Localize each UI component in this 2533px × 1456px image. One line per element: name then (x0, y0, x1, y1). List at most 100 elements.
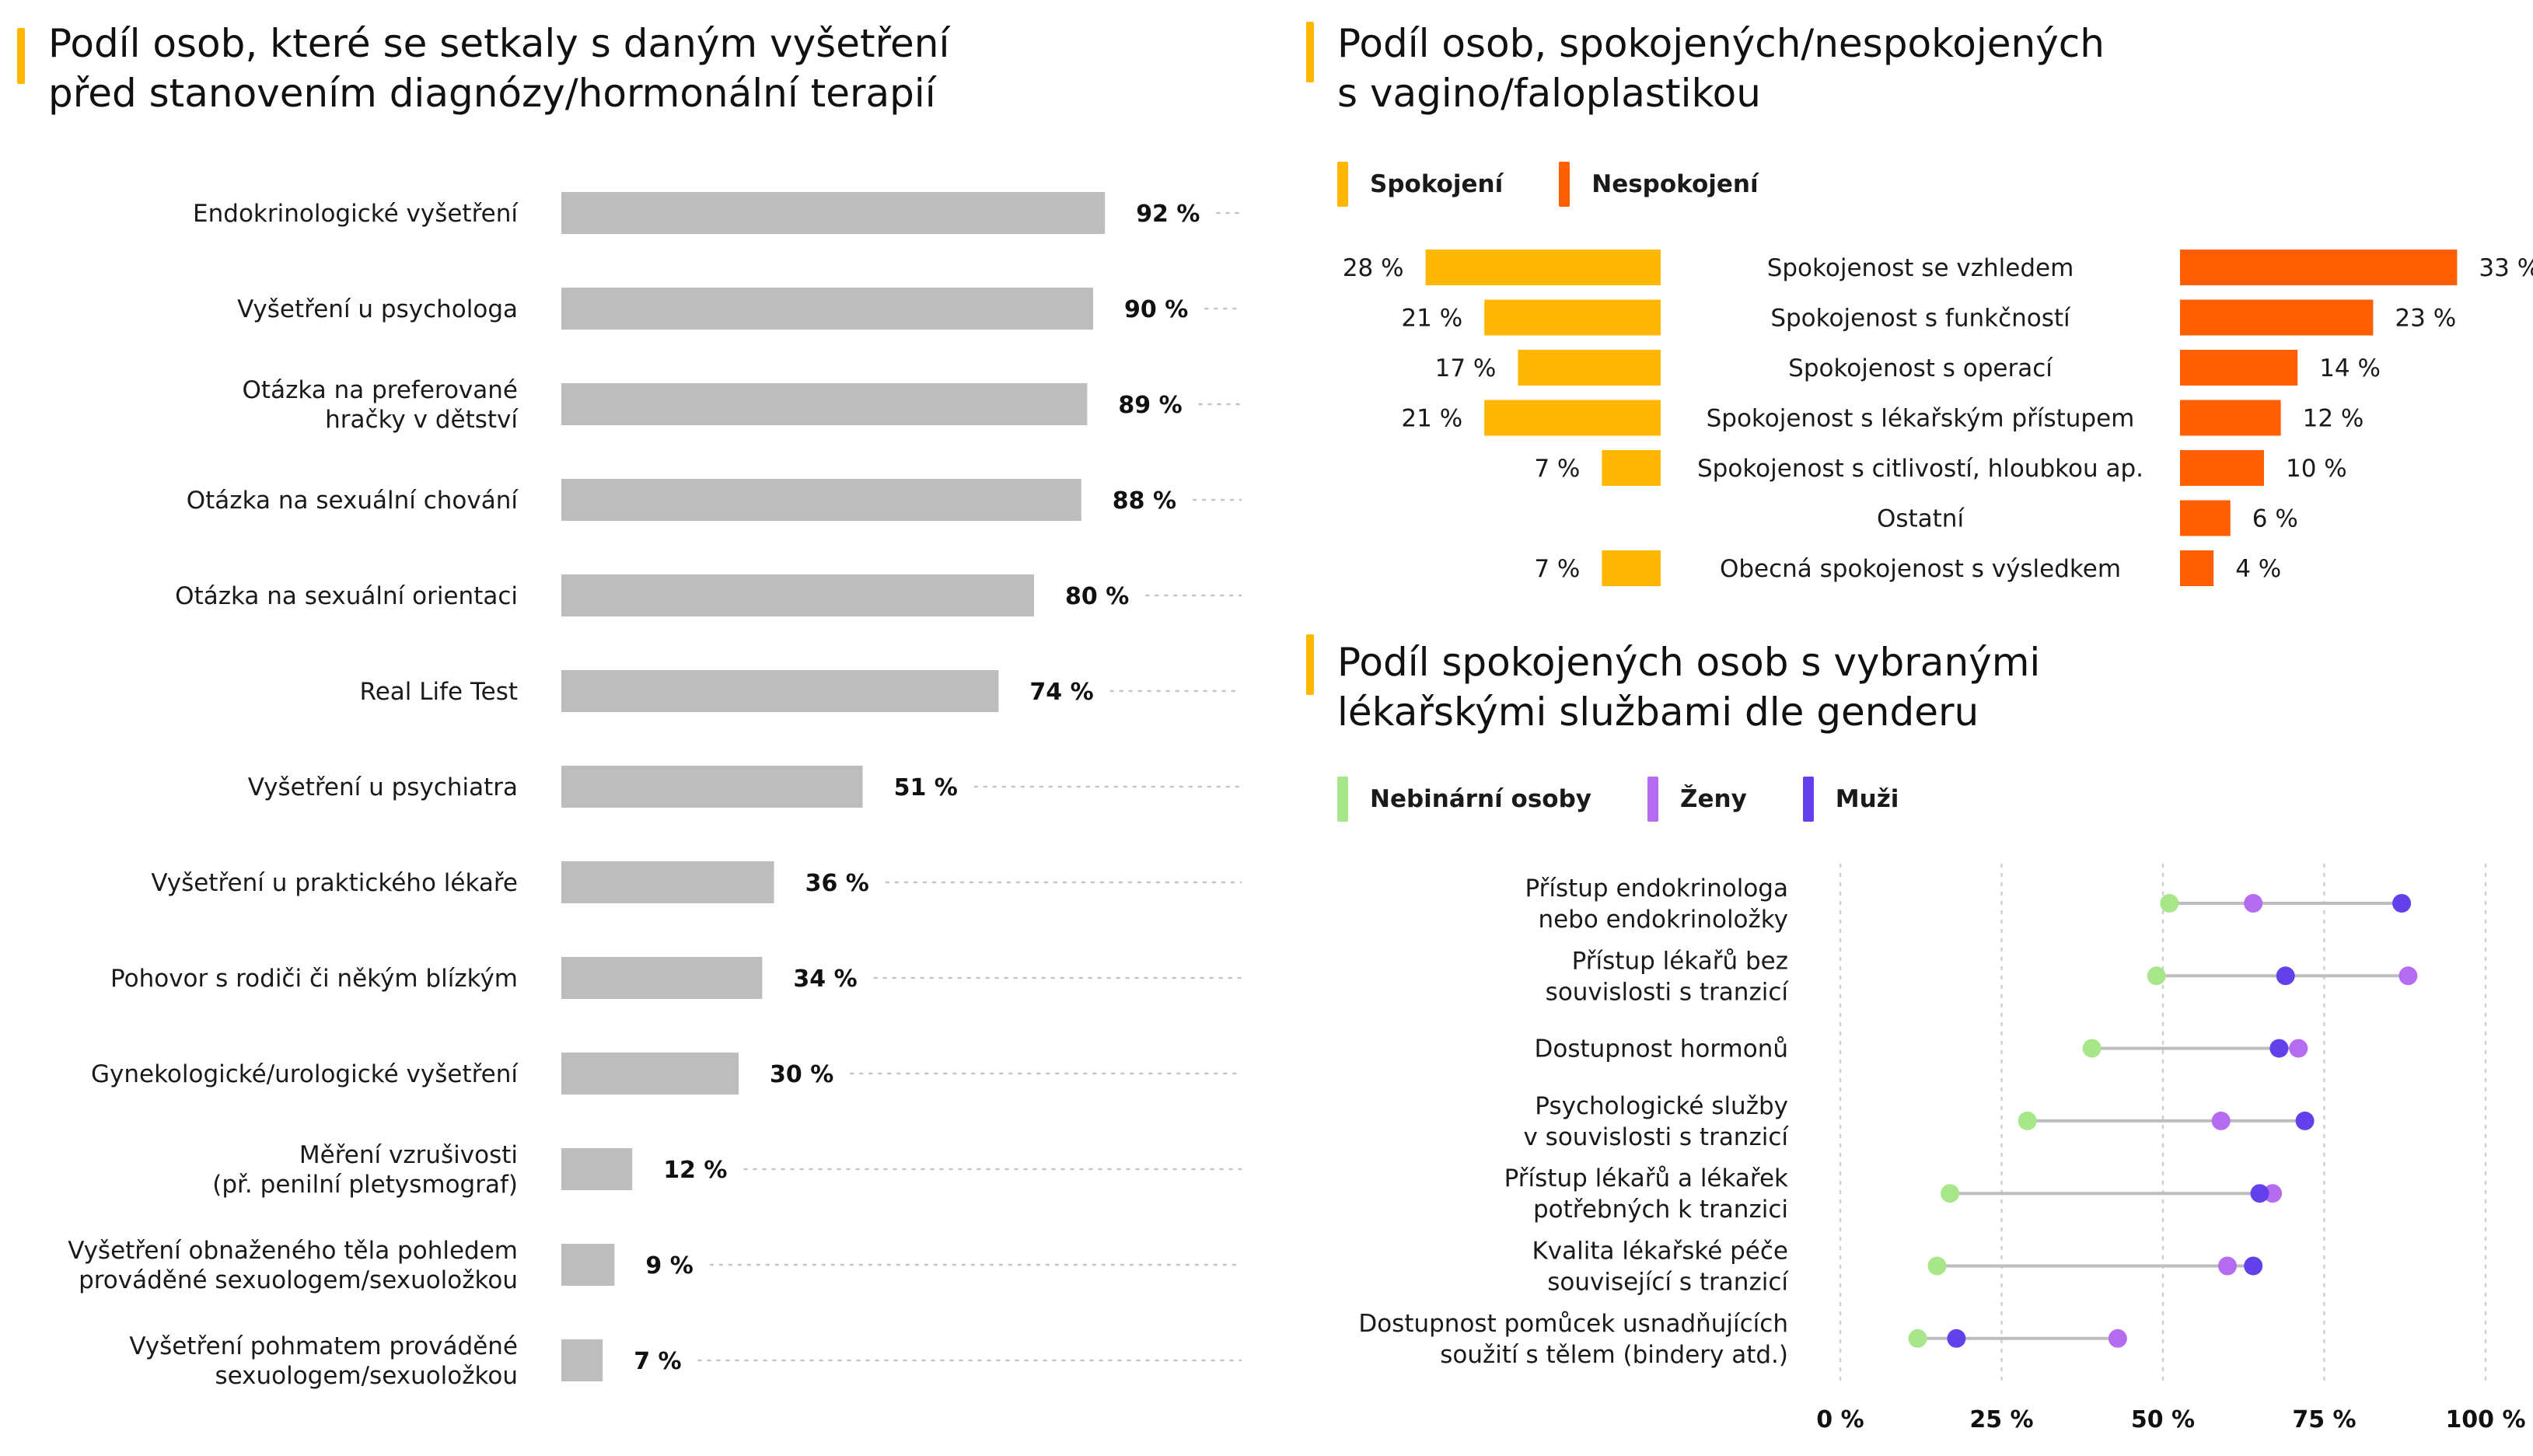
surgery-panel: Podíl osob, spokojených/nespokojených s … (1275, 0, 2533, 622)
exam-category-label: Pohovor s rodiči či někým blízkým (110, 965, 518, 993)
exams-title-accent (17, 28, 25, 84)
exam-bar (561, 861, 774, 903)
dot-nebin-rn-osoby (2147, 966, 2166, 986)
satisfied-value-label: 7 % (1534, 455, 1580, 483)
exam-category-label: Vyšetření u praktického lékaře (151, 869, 518, 897)
exam-bar (561, 574, 1034, 616)
exam-category-label: Vyšetření u psychiatra (248, 773, 518, 801)
legend-label: Nespokojení (1591, 170, 1759, 198)
legend-label: Ženy (1680, 785, 1747, 813)
service-category-label: Přístup lékařů bez (1572, 947, 1788, 975)
legend-label: Spokojení (1370, 170, 1504, 198)
satisfied-bar (1518, 350, 1661, 386)
exam-category-label: hračky v dětství (325, 406, 519, 434)
exam-category-label: Real Life Test (360, 678, 518, 706)
legend-item: Muži (1802, 777, 1899, 822)
dot--eny (2263, 1184, 2283, 1203)
dot-nebin-rn-osoby (1908, 1329, 1927, 1348)
surgery-category-label: Obecná spokojenost s výsledkem (1720, 555, 2121, 583)
dissatisfied-bar (2180, 450, 2264, 486)
dissatisfied-value-label: 4 % (2235, 555, 2281, 583)
exam-value-label: 80 % (1065, 583, 1129, 610)
services-title-accent (1306, 634, 1314, 695)
dissatisfied-value-label: 33 % (2479, 254, 2533, 282)
dot-mu-i (2269, 1039, 2289, 1058)
legend-item: Ženy (1647, 777, 1747, 822)
service-category-label: soužití s tělem (bindery atd.) (1440, 1341, 1788, 1369)
dissatisfied-value-label: 6 % (2252, 505, 2298, 533)
legend-label: Muži (1835, 785, 1899, 813)
exam-bar (561, 288, 1093, 330)
dot-mu-i (2392, 894, 2412, 913)
satisfied-value-label: 17 % (1435, 354, 1497, 382)
surgery-category-label: Spokojenost s funkčností (1770, 305, 2071, 333)
exam-bar (561, 192, 1106, 234)
service-category-label: potřebných k tranzici (1533, 1196, 1788, 1224)
surgery-category-label: Spokojenost s citlivostí, hloubkou ap. (1697, 455, 2143, 483)
exam-value-label: 12 % (663, 1157, 727, 1184)
exam-category-label: Otázka na preferované (243, 376, 518, 404)
dissatisfied-value-label: 23 % (2395, 305, 2456, 333)
services-title-line1: Podíl spokojených osob s vybranými (1337, 640, 2041, 685)
exam-value-label: 88 % (1113, 487, 1176, 515)
exam-category-label: Vyšetření u psychologa (237, 295, 518, 323)
dissatisfied-bar (2180, 350, 2298, 386)
dissatisfied-value-label: 12 % (2303, 405, 2364, 433)
surgery-category-label: Ostatní (1877, 505, 1965, 533)
satisfied-value-label: 21 % (1401, 305, 1462, 333)
dot-mu-i (1947, 1329, 1966, 1348)
legend-item: Spokojení (1337, 162, 1503, 207)
legend-swatch (1337, 777, 1348, 822)
surgery-title-line2: s vagino/faloplastikou (1337, 71, 1761, 116)
exam-value-label: 89 % (1118, 392, 1182, 419)
exam-value-label: 9 % (645, 1252, 693, 1280)
exam-bar (561, 1148, 633, 1190)
legend-swatch (1337, 162, 1348, 207)
surgery-category-label: Spokojenost s operací (1788, 354, 2053, 382)
dot-nebin-rn-osoby (2082, 1039, 2102, 1058)
exam-bar (561, 766, 863, 808)
x-tick-label: 100 % (2445, 1406, 2525, 1433)
dot--eny (2211, 1111, 2231, 1130)
dissatisfied-bar (2180, 400, 2281, 436)
exam-category-label: Otázka na sexuální chování (187, 487, 519, 515)
exam-value-label: 90 % (1124, 296, 1188, 323)
dot-nebin-rn-osoby (1941, 1184, 1960, 1203)
exam-value-label: 36 % (805, 870, 869, 897)
dot-nebin-rn-osoby (2018, 1111, 2037, 1130)
surgery-category-label: Spokojenost se vzhledem (1767, 254, 2074, 282)
surgery-title-accent (1306, 22, 1314, 82)
exam-bar (561, 670, 999, 712)
exam-value-label: 92 % (1136, 201, 1200, 228)
surgery-category-label: Spokojenost s lékařským přístupem (1707, 405, 2135, 433)
legend-label: Nebinární osoby (1370, 785, 1591, 813)
exam-bar (561, 383, 1088, 425)
exam-category-label: Otázka na sexuální orientaci (175, 582, 518, 610)
dot-mu-i (2276, 966, 2295, 986)
dot--eny (2398, 966, 2418, 986)
exam-bar (561, 1244, 615, 1286)
satisfied-bar (1484, 400, 1661, 436)
exam-value-label: 7 % (634, 1348, 681, 1375)
exam-category-label: Vyšetření pohmatem prováděné (129, 1332, 518, 1360)
exam-category-label: sexuologem/sexuoložkou (215, 1362, 518, 1390)
service-category-label: nebo endokrinoložky (1538, 906, 1788, 934)
dissatisfied-bar (2180, 550, 2214, 586)
exam-value-label: 51 % (894, 774, 958, 801)
dissatisfied-bar (2180, 299, 2374, 336)
exams-title-line2: před stanovením diagnózy/hormonální tera… (48, 71, 936, 116)
service-category-label: Psychologické služby (1535, 1092, 1788, 1120)
legend-item: Nespokojení (1559, 162, 1759, 207)
exam-category-label: prováděné sexuologem/sexuoložkou (79, 1266, 518, 1294)
dot-mu-i (2244, 1256, 2263, 1276)
exam-bar (561, 1053, 739, 1095)
dot-nebin-rn-osoby (1927, 1256, 1947, 1276)
exam-value-label: 74 % (1029, 679, 1093, 706)
dissatisfied-value-label: 14 % (2319, 354, 2381, 382)
x-tick-label: 25 % (1969, 1406, 2033, 1433)
exam-value-label: 30 % (770, 1061, 833, 1088)
satisfied-bar (1602, 450, 1661, 486)
dot--eny (2108, 1329, 2127, 1348)
dot--eny (2218, 1256, 2237, 1276)
dot-mu-i (2250, 1184, 2269, 1203)
